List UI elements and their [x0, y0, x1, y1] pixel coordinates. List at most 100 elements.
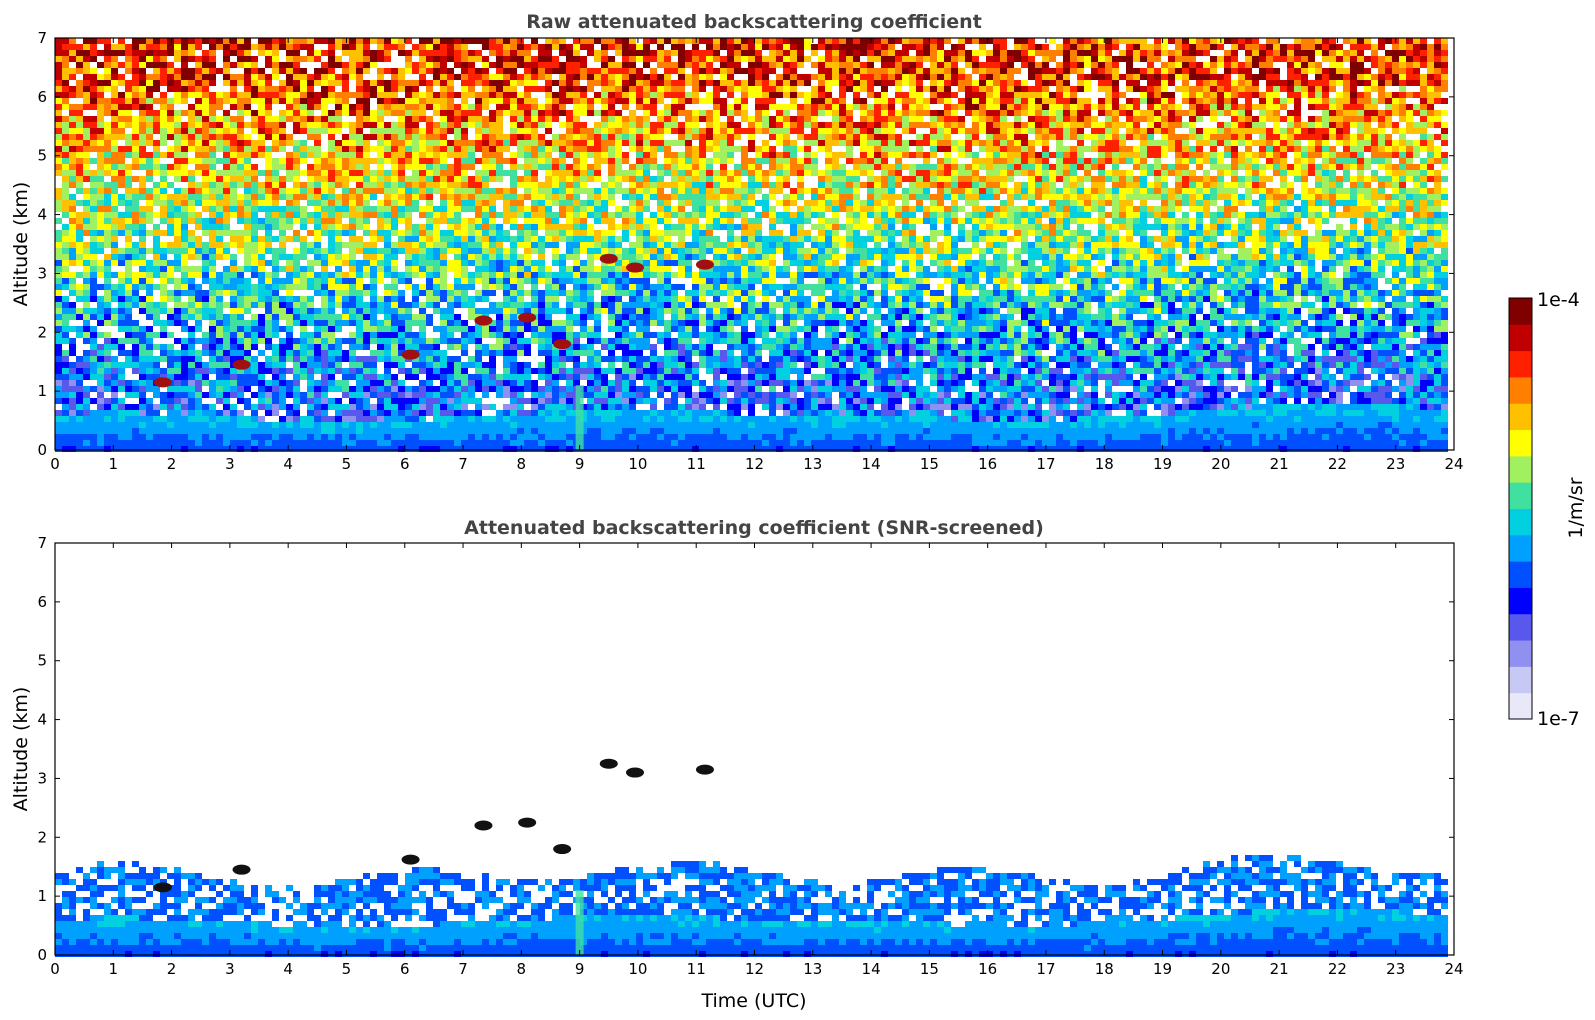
heatmap-cell — [314, 314, 321, 320]
heatmap-cell — [608, 164, 615, 170]
heatmap-cell — [230, 152, 237, 158]
heatmap-cell — [111, 392, 118, 398]
heatmap-cell — [363, 368, 370, 374]
heatmap-cell — [90, 332, 97, 338]
heatmap-cell — [566, 56, 573, 62]
heatmap-cell — [314, 80, 321, 86]
heatmap-cell — [356, 272, 363, 278]
heatmap-cell — [447, 110, 454, 116]
heatmap-cell — [118, 230, 125, 236]
heatmap-cell — [83, 38, 90, 44]
heatmap-cell — [482, 140, 489, 146]
heatmap-cell — [377, 386, 384, 392]
heatmap-cell — [181, 362, 188, 368]
heatmap-cell — [83, 398, 90, 404]
heatmap-cell — [146, 368, 153, 374]
heatmap-cell — [97, 440, 104, 446]
heatmap-cell — [524, 80, 531, 86]
heatmap-cell — [594, 314, 601, 320]
heatmap-cell — [125, 86, 132, 92]
heatmap-cell — [454, 50, 461, 56]
heatmap-cell — [468, 356, 475, 362]
heatmap-cell — [503, 212, 510, 218]
heatmap-cell — [153, 158, 160, 164]
heatmap-cell — [552, 398, 559, 404]
heatmap-cell — [398, 116, 405, 122]
heatmap-cell — [293, 50, 300, 56]
heatmap-cell — [503, 68, 510, 74]
heatmap-cell — [503, 110, 510, 116]
heatmap-cell — [356, 398, 363, 404]
heatmap-cell — [146, 128, 153, 134]
heatmap-cell — [489, 386, 496, 392]
heatmap-cell — [454, 38, 461, 44]
heatmap-cell — [524, 158, 531, 164]
heatmap-cell — [335, 146, 342, 152]
heatmap-cell — [552, 44, 559, 50]
heatmap-cell — [174, 200, 181, 206]
heatmap-cell — [251, 254, 258, 260]
heatmap-cell — [181, 140, 188, 146]
heatmap-cell — [510, 50, 517, 56]
heatmap-cell — [202, 56, 209, 62]
heatmap-cell — [580, 98, 587, 104]
heatmap-cell — [286, 224, 293, 230]
heatmap-cell — [251, 314, 258, 320]
heatmap-cell — [328, 224, 335, 230]
heatmap-cell — [349, 188, 356, 194]
heatmap-cell — [300, 92, 307, 98]
heatmap-cell — [174, 194, 181, 200]
heatmap-cell — [447, 242, 454, 248]
heatmap-cell — [538, 122, 545, 128]
heatmap-cell — [328, 44, 335, 50]
heatmap-cell — [349, 152, 356, 158]
heatmap-cell — [566, 116, 573, 122]
heatmap-cell — [566, 74, 573, 80]
heatmap-cell — [580, 344, 587, 350]
heatmap-cell — [489, 242, 496, 248]
heatmap-cell — [321, 116, 328, 122]
heatmap-cell — [90, 434, 97, 440]
heatmap-cell — [69, 86, 76, 92]
heatmap-cell — [356, 284, 363, 290]
heatmap-cell — [475, 50, 482, 56]
heatmap-cell — [335, 440, 342, 446]
heatmap-cell — [335, 284, 342, 290]
heatmap-cell — [55, 422, 62, 428]
heatmap-cell — [510, 338, 517, 344]
heatmap-cell — [552, 38, 559, 44]
heatmap-cell — [160, 398, 167, 404]
heatmap-cell — [251, 380, 258, 386]
heatmap-cell — [447, 290, 454, 296]
heatmap-cell — [314, 236, 321, 242]
heatmap-cell — [97, 362, 104, 368]
heatmap-cell — [167, 248, 174, 254]
heatmap-cell — [419, 314, 426, 320]
heatmap-cell — [188, 212, 195, 218]
heatmap-cell — [223, 56, 230, 62]
heatmap-cell — [160, 164, 167, 170]
heatmap-cell — [83, 44, 90, 50]
heatmap-cell — [223, 290, 230, 296]
heatmap-cell — [608, 62, 615, 68]
heatmap-cell — [356, 44, 363, 50]
heatmap-cell — [83, 308, 90, 314]
heatmap-cell — [300, 302, 307, 308]
heatmap-cell — [356, 140, 363, 146]
heatmap-cell — [265, 398, 272, 404]
heatmap-cell — [62, 56, 69, 62]
heatmap-cell — [496, 44, 503, 50]
heatmap-cell — [111, 218, 118, 224]
heatmap-cell — [531, 110, 538, 116]
heatmap-cell — [356, 296, 363, 302]
heatmap-cell — [342, 296, 349, 302]
heatmap-cell — [265, 332, 272, 338]
heatmap-cell — [384, 290, 391, 296]
heatmap-cell — [398, 164, 405, 170]
heatmap-cell — [335, 56, 342, 62]
heatmap-cell — [251, 338, 258, 344]
heatmap-cell — [174, 404, 181, 410]
heatmap-cell — [118, 200, 125, 206]
heatmap-cell — [265, 182, 272, 188]
heatmap-cell — [517, 176, 524, 182]
